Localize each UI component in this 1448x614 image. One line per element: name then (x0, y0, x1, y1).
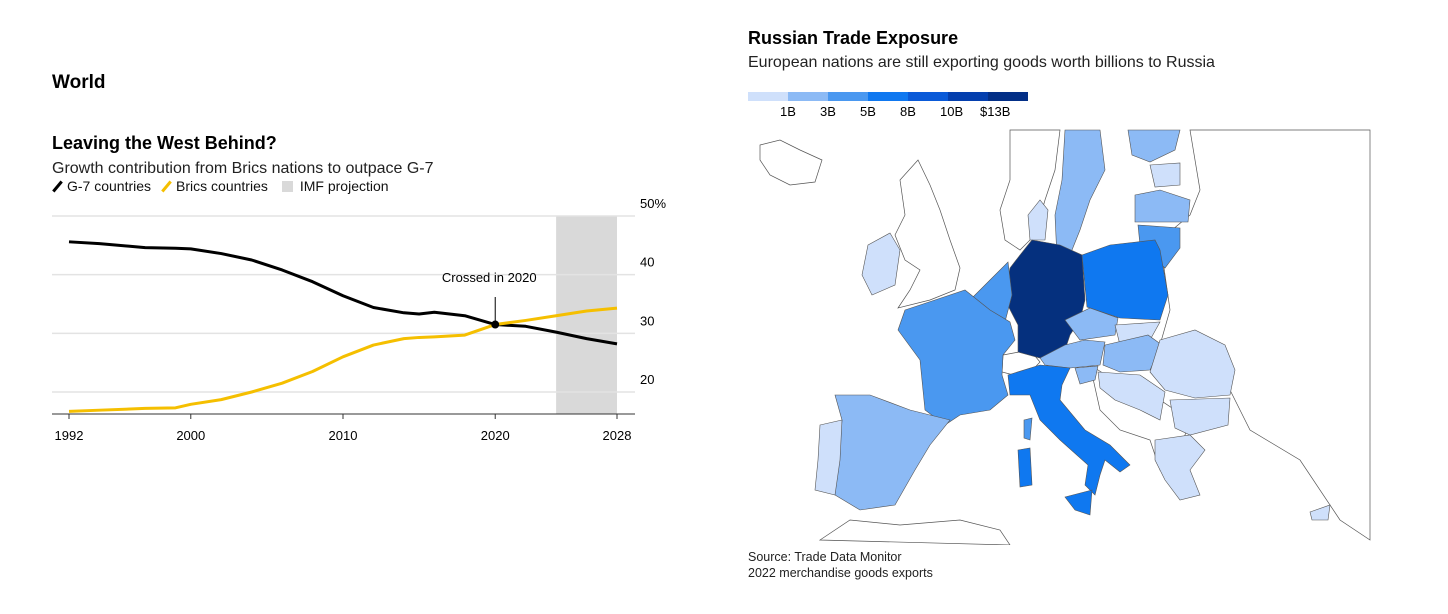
legend-swatch (748, 92, 788, 101)
poland-shape (1081, 239, 1169, 321)
bulgaria-shape (1169, 397, 1231, 436)
legend-label: 5B (860, 104, 876, 119)
legend-brics: Brics countries (176, 178, 268, 194)
g7-line (68, 240, 618, 346)
legend-swatch (868, 92, 908, 101)
slovenia-shape (1074, 365, 1099, 385)
legend-swatch (948, 92, 988, 101)
legend-swatch (988, 92, 1028, 101)
iceland-shape (759, 139, 823, 186)
uk-shape (894, 159, 961, 309)
ireland-shape (861, 232, 901, 296)
denmark-shape (1027, 199, 1049, 241)
estonia-shape (1149, 162, 1181, 188)
section-label: World (52, 72, 106, 93)
hungary-shape (1102, 334, 1163, 373)
italy-shape (1007, 364, 1131, 496)
projection-legend-icon (281, 180, 293, 192)
chart-title: Leaving the West Behind? (52, 133, 277, 153)
map-subtitle: European nations are still exporting goo… (748, 54, 1215, 71)
map-title: Russian Trade Exposure (748, 28, 959, 48)
north-africa-shape (818, 519, 1011, 545)
sardinia-shape (1017, 447, 1033, 488)
chart-legend: G-7 countries Brics countries IMF projec… (52, 178, 389, 194)
legend-g7: G-7 countries (67, 178, 152, 194)
y-tick-label: 20 (640, 372, 654, 387)
latvia-shape (1134, 189, 1191, 223)
map-note: 2022 merchandise goods exports (748, 566, 933, 580)
legend-swatch (828, 92, 868, 101)
legend-label: 1B (780, 104, 796, 119)
crossing-point (491, 320, 500, 329)
romania-shape (1149, 329, 1236, 399)
map-source: Source: Trade Data Monitor (748, 550, 902, 564)
x-tick-label: 2020 (481, 428, 510, 443)
greece-shape (1154, 434, 1206, 501)
y-tick-label: 40 (640, 255, 654, 270)
legend-swatch (788, 92, 828, 101)
chart-subtitle: Growth contribution from Brics nations t… (52, 160, 434, 177)
cyprus-shape (1309, 504, 1331, 521)
legend-label: 10B (940, 104, 964, 119)
france-shape (897, 289, 1016, 426)
legend-swatch (908, 92, 948, 101)
brics-line (68, 306, 618, 413)
croatia-serbia-shape (1097, 371, 1166, 421)
corsica-shape (1023, 417, 1033, 441)
y-tick-label: 50% (640, 196, 666, 211)
x-tick-label: 2010 (329, 428, 358, 443)
legend-label: $13B (980, 104, 1011, 119)
finland-shape (1127, 129, 1181, 163)
x-tick-label: 1992 (55, 428, 84, 443)
austria-shape (1039, 339, 1106, 369)
legend-label: 3B (820, 104, 836, 119)
x-tick-label: 2028 (603, 428, 632, 443)
annotation-label: Crossed in 2020 (442, 270, 537, 285)
germany-shape (1004, 239, 1086, 359)
legend-label: 8B (900, 104, 916, 119)
x-tick-label: 2000 (176, 428, 205, 443)
norway-shape (999, 129, 1061, 251)
map-legend: 1B 3B 5B 8B 10B $13B (748, 92, 1028, 119)
sweden-shape (1054, 129, 1106, 259)
europe-map (759, 129, 1371, 545)
legend-projection: IMF projection (299, 178, 389, 194)
line-chart: 50% 40 30 20 1992 2000 2010 2020 2028 Crossed in … (52, 196, 666, 443)
sicily-shape (1064, 489, 1093, 516)
y-tick-label: 30 (640, 313, 654, 328)
portugal-shape (814, 419, 843, 496)
